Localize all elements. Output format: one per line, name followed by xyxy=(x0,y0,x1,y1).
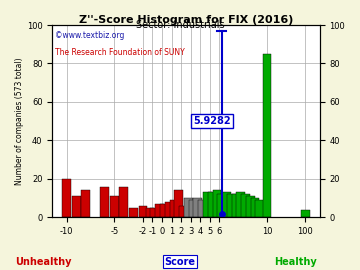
Bar xyxy=(189,200,197,217)
Title: Z''-Score Histogram for FIX (2016): Z''-Score Histogram for FIX (2016) xyxy=(79,15,293,25)
Bar xyxy=(120,187,128,217)
Bar xyxy=(100,187,109,217)
Text: Score: Score xyxy=(165,256,195,266)
Text: The Research Foundation of SUNY: The Research Foundation of SUNY xyxy=(55,48,185,57)
Bar xyxy=(193,198,202,217)
Bar xyxy=(165,202,174,217)
Bar xyxy=(217,194,226,217)
Bar xyxy=(203,192,212,217)
Bar xyxy=(212,190,221,217)
Bar xyxy=(110,196,119,217)
Bar xyxy=(237,192,245,217)
Bar xyxy=(198,200,207,217)
Bar xyxy=(129,208,138,217)
Text: 5.9282: 5.9282 xyxy=(193,116,231,126)
Bar xyxy=(81,190,90,217)
Bar xyxy=(256,200,264,217)
Text: Healthy: Healthy xyxy=(274,256,316,266)
Bar xyxy=(72,196,81,217)
Bar xyxy=(62,179,71,217)
Text: ©www.textbiz.org: ©www.textbiz.org xyxy=(55,31,124,40)
Bar xyxy=(150,208,159,217)
Bar xyxy=(208,192,216,217)
Bar xyxy=(263,54,271,217)
Bar xyxy=(222,192,231,217)
Bar xyxy=(170,200,178,217)
Bar xyxy=(246,196,255,217)
Bar xyxy=(251,198,260,217)
Text: Sector: Industrials: Sector: Industrials xyxy=(136,20,224,30)
Bar xyxy=(179,206,188,217)
Bar xyxy=(241,194,250,217)
Bar xyxy=(231,194,240,217)
Text: Unhealthy: Unhealthy xyxy=(15,256,71,266)
Bar xyxy=(184,198,193,217)
Bar xyxy=(146,208,154,217)
Bar xyxy=(174,190,183,217)
Bar xyxy=(155,204,164,217)
Bar xyxy=(227,194,236,217)
Bar xyxy=(160,204,169,217)
Y-axis label: Number of companies (573 total): Number of companies (573 total) xyxy=(15,58,24,185)
Bar xyxy=(301,210,310,217)
Bar xyxy=(139,206,147,217)
